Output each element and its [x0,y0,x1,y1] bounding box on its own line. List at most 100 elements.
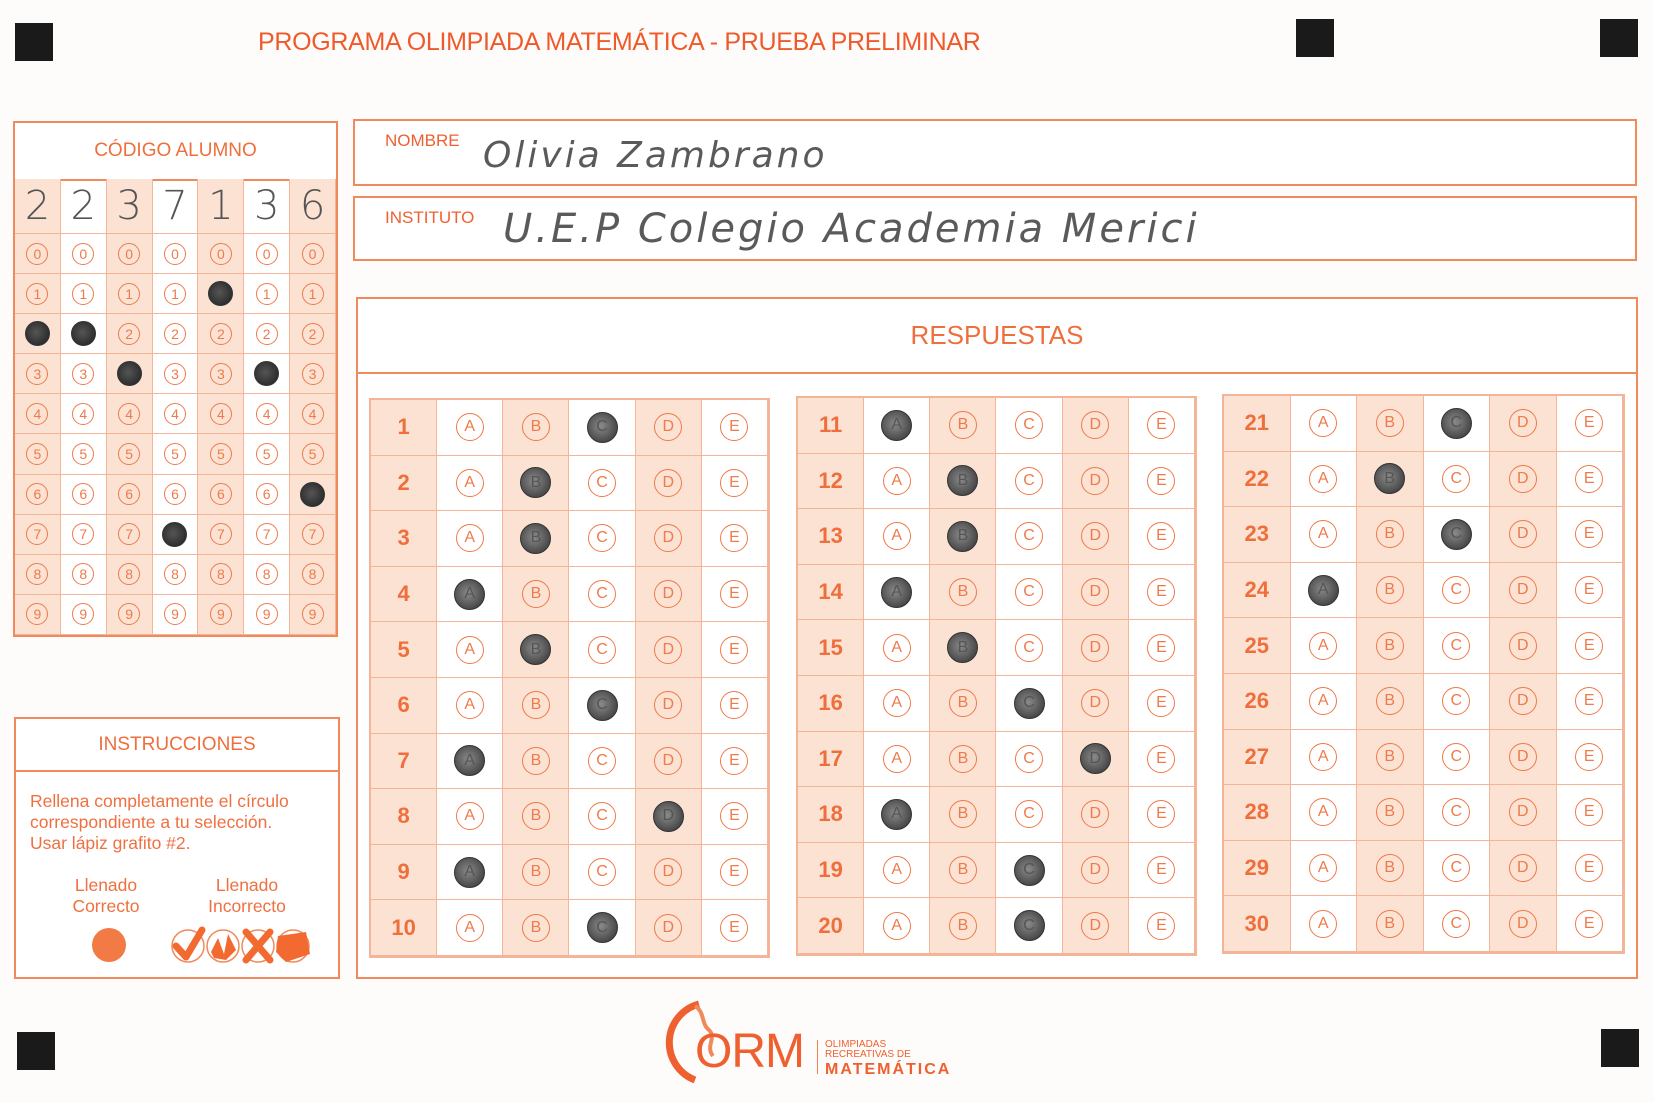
code-handwritten-digit-cell[interactable]: 3 [106,179,153,234]
answer-bubble-14-b[interactable]: B [948,578,977,607]
code-handwritten-digit-cell[interactable]: 7 [152,179,199,234]
answer-bubble-16-a[interactable]: A [882,689,911,718]
answer-bubble-25-d[interactable]: D [1508,631,1537,660]
code-digit-bubble[interactable]: 5 [26,443,49,466]
answer-bubble-16-c[interactable]: C [1013,687,1045,719]
answer-bubble-1-b[interactable]: B [521,413,550,442]
answer-bubble-9-b[interactable]: B [521,858,550,887]
answer-bubble-8-c[interactable]: C [588,802,617,831]
answer-bubble-30-d[interactable]: D [1508,909,1537,938]
answer-bubble-26-e[interactable]: E [1575,687,1604,716]
code-digit-bubble[interactable]: 3 [209,362,232,385]
answer-bubble-30-e[interactable]: E [1575,909,1604,938]
answer-bubble-6-c[interactable]: C [586,689,618,721]
answer-bubble-6-a[interactable]: A [455,691,484,720]
answer-bubble-21-d[interactable]: D [1508,409,1537,438]
answer-bubble-17-b[interactable]: B [948,744,977,773]
code-digit-bubble[interactable]: 6 [163,483,186,506]
code-digit-bubble[interactable]: 1 [26,282,49,305]
answer-bubble-3-d[interactable]: D [654,524,683,553]
code-digit-bubble[interactable]: 9 [255,603,278,626]
code-digit-bubble[interactable]: 5 [118,443,141,466]
answer-bubble-9-d[interactable]: D [654,858,683,887]
code-digit-bubble[interactable]: 7 [118,523,141,546]
answer-bubble-5-c[interactable]: C [588,635,617,664]
answer-bubble-24-c[interactable]: C [1442,576,1471,605]
code-digit-bubble[interactable]: 8 [72,563,95,586]
answer-bubble-17-a[interactable]: A [882,744,911,773]
code-digit-bubble[interactable]: 5 [301,443,324,466]
answer-bubble-2-c[interactable]: C [588,468,617,497]
code-digit-bubble[interactable]: 8 [301,563,324,586]
answer-bubble-17-d[interactable]: D [1079,743,1111,775]
answer-bubble-8-b[interactable]: B [521,802,550,831]
answer-bubble-21-b[interactable]: B [1375,409,1404,438]
answer-bubble-27-c[interactable]: C [1442,742,1471,771]
answer-bubble-13-c[interactable]: C [1015,522,1044,551]
answer-bubble-23-a[interactable]: A [1309,520,1338,549]
answer-bubble-6-d[interactable]: D [654,691,683,720]
code-digit-bubble[interactable]: 1 [118,282,141,305]
answer-bubble-4-d[interactable]: D [654,580,683,609]
code-digit-bubble[interactable]: 2 [24,321,50,347]
code-handwritten-digit-cell[interactable]: 3 [244,179,291,234]
answer-bubble-10-a[interactable]: A [455,913,484,942]
answer-bubble-22-b[interactable]: B [1374,463,1406,495]
answer-bubble-7-b[interactable]: B [521,746,550,775]
answer-bubble-19-e[interactable]: E [1147,856,1176,885]
code-digit-bubble[interactable]: 4 [163,402,186,425]
code-digit-bubble[interactable]: 1 [208,281,234,307]
code-digit-bubble[interactable]: 9 [301,603,324,626]
answer-bubble-12-a[interactable]: A [882,466,911,495]
code-digit-bubble[interactable]: 2 [163,322,186,345]
answer-bubble-7-a[interactable]: A [454,745,486,777]
answer-bubble-27-b[interactable]: B [1375,742,1404,771]
code-digit-bubble[interactable]: 0 [163,242,186,265]
answer-bubble-20-b[interactable]: B [948,911,977,940]
answer-bubble-28-c[interactable]: C [1442,798,1471,827]
code-digit-bubble[interactable]: 0 [301,242,324,265]
answer-bubble-29-b[interactable]: B [1375,854,1404,883]
answer-bubble-7-c[interactable]: C [588,746,617,775]
answer-bubble-29-c[interactable]: C [1442,854,1471,883]
answer-bubble-16-b[interactable]: B [948,689,977,718]
answer-bubble-27-e[interactable]: E [1575,742,1604,771]
answer-bubble-3-b[interactable]: B [520,522,552,554]
code-digit-bubble[interactable]: 3 [254,361,280,387]
code-digit-bubble[interactable]: 8 [26,563,49,586]
answer-bubble-15-b[interactable]: B [947,632,979,664]
answer-bubble-1-c[interactable]: C [586,411,618,443]
answer-bubble-18-d[interactable]: D [1081,800,1110,829]
code-digit-bubble[interactable]: 5 [209,443,232,466]
answer-bubble-13-e[interactable]: E [1147,522,1176,551]
answer-bubble-26-c[interactable]: C [1442,687,1471,716]
answer-bubble-29-a[interactable]: A [1309,854,1338,883]
answer-bubble-6-b[interactable]: B [521,691,550,720]
answer-bubble-17-e[interactable]: E [1147,744,1176,773]
answer-bubble-15-e[interactable]: E [1147,633,1176,662]
answer-bubble-10-b[interactable]: B [521,913,550,942]
institute-field[interactable]: INSTITUTO U.E.P Colegio Academia Merici [353,196,1637,261]
code-digit-bubble[interactable]: 1 [255,282,278,305]
answer-bubble-24-b[interactable]: B [1375,576,1404,605]
answer-bubble-12-b[interactable]: B [947,465,979,497]
answer-bubble-12-c[interactable]: C [1015,466,1044,495]
answer-bubble-17-c[interactable]: C [1015,744,1044,773]
code-digit-bubble[interactable]: 7 [209,523,232,546]
answer-bubble-25-b[interactable]: B [1375,631,1404,660]
answer-bubble-2-b[interactable]: B [520,467,552,499]
answer-bubble-19-d[interactable]: D [1081,856,1110,885]
code-digit-bubble[interactable]: 5 [72,443,95,466]
answer-bubble-26-d[interactable]: D [1508,687,1537,716]
answer-bubble-14-a[interactable]: A [881,576,913,608]
answer-bubble-18-a[interactable]: A [881,798,913,830]
answer-bubble-24-a[interactable]: A [1307,574,1339,606]
code-digit-bubble[interactable]: 0 [26,242,49,265]
code-digit-bubble[interactable]: 2 [255,322,278,345]
code-digit-bubble[interactable]: 7 [255,523,278,546]
answer-bubble-18-b[interactable]: B [948,800,977,829]
answer-bubble-28-a[interactable]: A [1309,798,1338,827]
answer-bubble-8-e[interactable]: E [720,802,749,831]
answer-bubble-29-e[interactable]: E [1575,854,1604,883]
code-digit-bubble[interactable]: 9 [118,603,141,626]
